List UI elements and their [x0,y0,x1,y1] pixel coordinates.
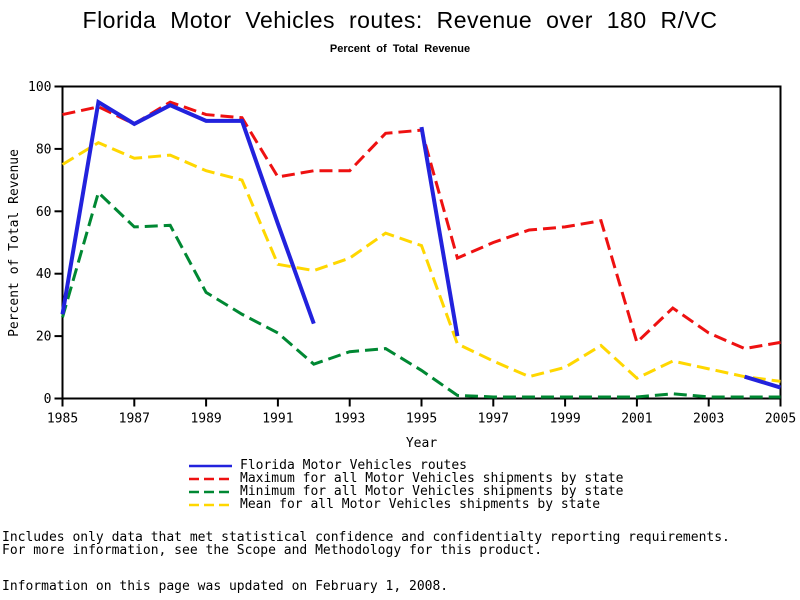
y-tick-label: 80 [36,142,52,157]
x-tick-label: 1999 [549,412,580,427]
x-tick-label: 1995 [406,412,437,427]
y-tick-label: 40 [36,267,52,282]
y-tick-label: 100 [28,80,51,95]
legend-item: Mean for all Motor Vehicles shipments by… [188,498,624,511]
series-line-3 [744,374,782,390]
legend-label: Maximum for all Motor Vehicles shipments… [240,471,624,486]
line-chart: 0 20 40 60 80 100 1985 1987 1989 1991 1993 1995 1997… [28,80,796,427]
legend-item: Florida Motor Vehicles routes [188,459,624,472]
legend: Florida Motor Vehicles routes Maximum for… [188,459,624,511]
x-axis-label: Year [405,436,438,451]
legend-item: Maximum for all Motor Vehicles shipments… [188,472,624,485]
x-tick-label: 1997 [478,412,509,427]
x-tick-label: 2003 [693,412,724,427]
footnote-line-3: Information on this page was updated on … [2,579,449,594]
x-tick-label: 1987 [119,412,150,427]
y-tick-label: 20 [36,330,52,345]
legend-label: Minimum for all Motor Vehicles shipments… [240,484,624,499]
legend-swatch [189,503,232,507]
legend-item: Minimum for all Motor Vehicles shipments… [188,485,624,498]
x-tick-label: 1989 [190,412,221,427]
legend-label: Florida Motor Vehicles routes [240,458,467,473]
series-line-1 [61,189,781,399]
series-line-2 [61,140,781,383]
x-tick-label: 2001 [621,412,652,427]
x-tick-label: 1985 [47,412,78,427]
series-line-3 [60,98,316,325]
y-tick-label: 0 [44,392,52,407]
footnote-line-2: For more information, see the Scope and … [2,543,543,558]
x-tick-label: 1993 [334,412,365,427]
legend-swatch [189,477,232,481]
x-tick-label: 2005 [765,412,796,427]
legend-label: Mean for all Motor Vehicles shipments by… [240,497,601,512]
y-axis-label: Percent of Total Revenue [7,149,22,337]
legend-swatch [189,490,232,494]
x-tick-label: 1991 [262,412,293,427]
footnote-line-1: Includes only data that met statistical … [2,530,730,545]
chart-subtitle: Percent of Total Revenue [329,43,471,55]
legend-swatch [189,464,232,468]
chart-title: Florida Motor Vehicles routes: Revenue o… [82,7,718,33]
y-tick-label: 60 [36,205,52,220]
series-line-3 [419,126,460,337]
plot-frame [61,85,782,400]
